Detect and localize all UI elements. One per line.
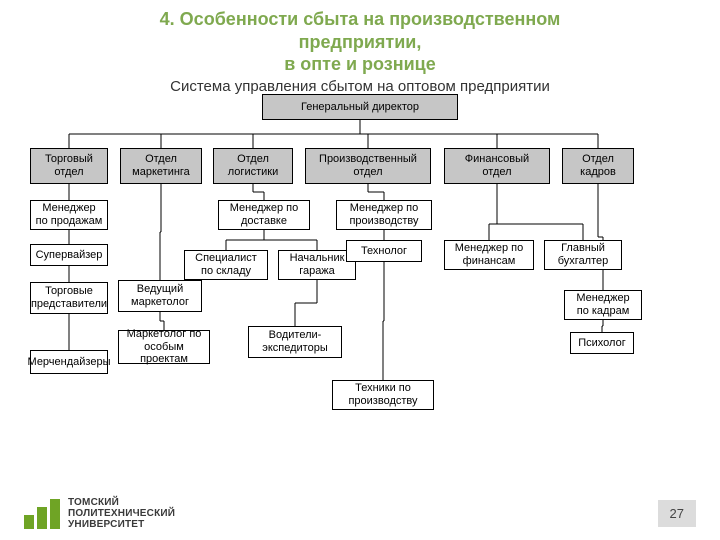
footer: ТОМСКИЙ ПОЛИТЕХНИЧЕСКИЙ УНИВЕРСИТЕТ 27 <box>24 497 696 530</box>
org-node-f1: Менеджер по финансам <box>444 240 534 270</box>
logo-bars-icon <box>24 499 60 529</box>
footer-logo: ТОМСКИЙ ПОЛИТЕХНИЧЕСКИЙ УНИВЕРСИТЕТ <box>24 497 175 530</box>
org-node-k2: Психолог <box>570 332 634 354</box>
org-node-l3: Начальник гаража <box>278 250 356 280</box>
org-node-m2: Маркетолог по особым проектам <box>118 330 210 364</box>
org-node-t4: Мерчендайзеры <box>30 350 108 374</box>
org-node-f: Финансовый отдел <box>444 148 550 184</box>
title-line-2: предприятии, <box>0 31 720 54</box>
org-node-l: Отдел логистики <box>213 148 293 184</box>
org-line-1: ТОМСКИЙ <box>68 497 175 508</box>
org-node-p3: Техники по производству <box>332 380 434 410</box>
org-node-l4: Водители-экспедиторы <box>248 326 342 358</box>
org-node-m: Отдел маркетинга <box>120 148 202 184</box>
org-chart: Генеральный директор Торговый отдел Отдел … <box>30 94 700 474</box>
org-line-2: ПОЛИТЕХНИЧЕСКИЙ <box>68 508 175 519</box>
org-node-t: Торговый отдел <box>30 148 108 184</box>
org-node-gd: Генеральный директор <box>262 94 458 120</box>
org-node-t3: Торговые представители <box>30 282 108 314</box>
org-node-t1: Менеджер по продажам <box>30 200 108 230</box>
org-node-f2: Главный бухгалтер <box>544 240 622 270</box>
org-node-t2: Супервайзер <box>30 244 108 266</box>
org-node-m1: Ведущий маркетолог <box>118 280 202 312</box>
org-line-3: УНИВЕРСИТЕТ <box>68 519 175 530</box>
org-node-k1: Менеджер по кадрам <box>564 290 642 320</box>
title-line-1: 4. Особенности сбыта на производственном <box>0 8 720 31</box>
org-node-k: Отдел кадров <box>562 148 634 184</box>
page-number: 27 <box>658 500 696 527</box>
org-node-p: Производственный отдел <box>305 148 431 184</box>
footer-org-name: ТОМСКИЙ ПОЛИТЕХНИЧЕСКИЙ УНИВЕРСИТЕТ <box>68 497 175 530</box>
org-node-p2: Технолог <box>346 240 422 262</box>
slide-subtitle: Система управления сбытом на оптовом пре… <box>0 78 720 95</box>
slide-title: 4. Особенности сбыта на производственном… <box>0 0 720 76</box>
org-node-p1: Менеджер по производству <box>336 200 432 230</box>
title-line-3: в опте и рознице <box>0 53 720 76</box>
org-node-l2: Специалист по складу <box>184 250 268 280</box>
org-node-l1: Менеджер по доставке <box>218 200 310 230</box>
